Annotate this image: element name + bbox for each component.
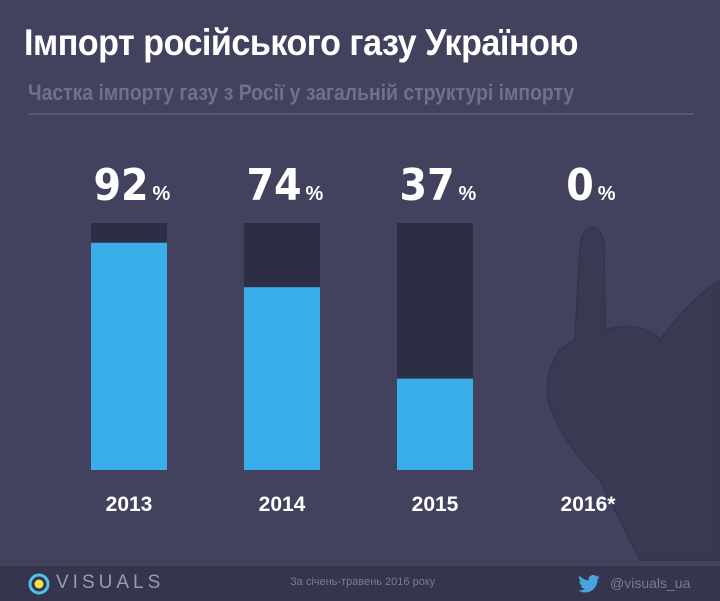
category-label: 2014 <box>259 493 306 516</box>
unit-label: % <box>306 183 324 205</box>
bar-2014 <box>244 287 320 470</box>
footer: VISUALS За січень-травень 2016 року @vis… <box>0 566 720 601</box>
value-label: 92 <box>93 160 148 211</box>
visuals-logo-icon <box>28 573 50 595</box>
value-label: 37 <box>399 160 454 211</box>
footnote: За січень-травень 2016 року <box>290 576 436 588</box>
category-label: 2013 <box>106 493 153 516</box>
divider <box>28 113 694 115</box>
unit-label: % <box>153 183 171 205</box>
category-label: 2015 <box>412 493 459 516</box>
brand-name: VISUALS <box>56 572 165 593</box>
category-label: 2016* <box>561 493 617 516</box>
value-label: 0 <box>566 160 594 211</box>
twitter-handle[interactable]: @visuals_ua <box>610 575 691 591</box>
chart-subtitle: Частка імпорту газу з Росії у загальній … <box>28 80 575 105</box>
bar-2015 <box>397 378 473 470</box>
value-label: 74 <box>246 160 301 211</box>
middle-finger-illustration <box>546 226 720 561</box>
bar-2013 <box>91 242 167 470</box>
unit-label: % <box>459 183 477 205</box>
bar-chart: 92 % 2013 74 % 2014 37 % 2015 0 % 2016* <box>91 160 720 561</box>
unit-label: % <box>598 183 616 205</box>
chart-title: Імпорт російського газу Україною <box>24 22 579 63</box>
twitter-icon <box>578 575 600 593</box>
